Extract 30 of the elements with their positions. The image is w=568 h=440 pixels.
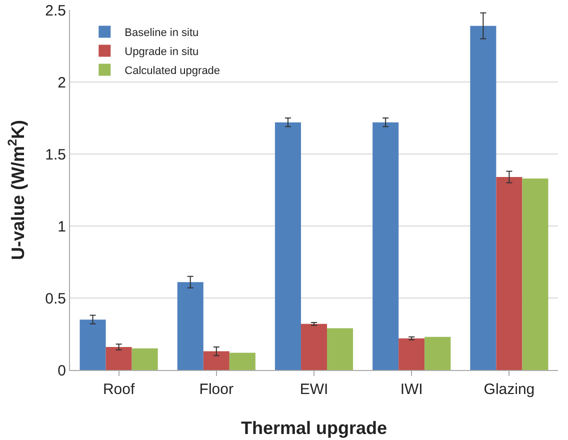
bar	[496, 177, 522, 370]
legend-label: Calculated upgrade	[124, 64, 220, 77]
x-tick-label: IWI	[400, 381, 423, 398]
y-tick-label: 1	[58, 218, 66, 236]
y-tick-label: 2.5	[45, 2, 66, 20]
x-tick-label: EWI	[300, 381, 328, 398]
bar	[274, 122, 301, 370]
legend-label: Baseline in situ	[124, 26, 199, 39]
bar	[106, 346, 132, 370]
bar	[470, 26, 496, 370]
x-tick-label: Glazing	[484, 381, 535, 398]
bar	[398, 338, 425, 370]
x-tick-label: Roof	[102, 381, 136, 398]
legend-label: Upgrade in situ	[124, 46, 199, 58]
y-tick-label: 0	[58, 362, 66, 380]
y-tick-label: 0.5	[45, 290, 66, 308]
y-tick-label: 1.5	[45, 146, 66, 164]
bar	[300, 324, 328, 370]
bar	[424, 336, 451, 370]
x-tick-label: Floor	[199, 381, 234, 398]
bar	[80, 320, 106, 370]
y-tick-label: 2	[58, 74, 66, 92]
x-axis-title: Thermal upgrade	[240, 418, 388, 438]
bar	[177, 282, 204, 370]
bar	[522, 178, 548, 370]
bar	[372, 122, 399, 370]
bar	[327, 328, 354, 370]
bar	[132, 348, 158, 370]
bar	[203, 351, 230, 370]
bar	[229, 352, 256, 370]
